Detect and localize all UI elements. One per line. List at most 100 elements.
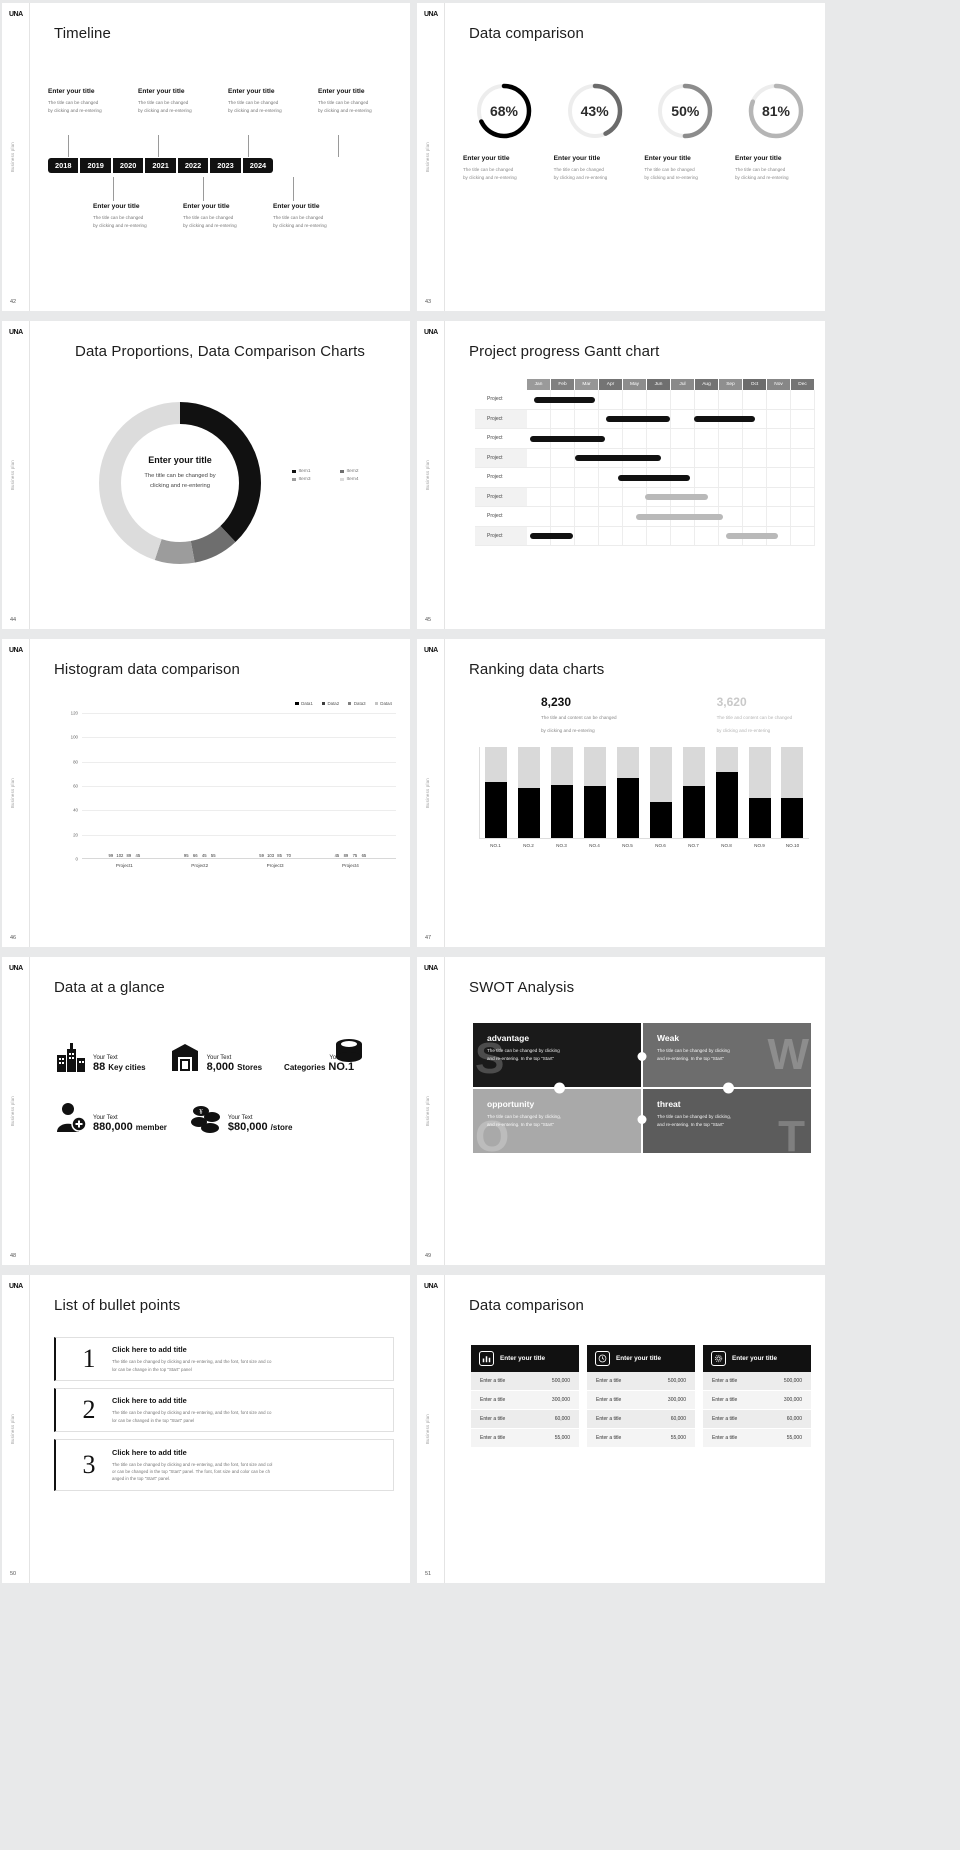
timeline-top-block[interactable]: Enter your title The title can be change… (138, 88, 223, 114)
ranking-bar[interactable] (715, 747, 738, 838)
timeline-top-block[interactable]: Enter your title The title can be change… (318, 88, 403, 114)
glance-item[interactable]: Your Text 88 Key cities (54, 1039, 146, 1073)
bullet-item[interactable]: 2 Click here to add title The title can … (54, 1388, 394, 1432)
comparison-card[interactable]: Enter your title Enter a title 500,000 En… (471, 1345, 579, 1448)
comparison-row[interactable]: Enter a title 60,000 (471, 1410, 579, 1429)
slide-timeline[interactable]: UNA Business plan 42 Timeline Enter your… (2, 3, 410, 311)
timeline-year-chip[interactable]: 2018 (48, 158, 81, 173)
page-title: List of bullet points (54, 1297, 181, 1314)
comparison-row[interactable]: Enter a title 500,000 (587, 1372, 695, 1391)
timeline-bottom-block[interactable]: Enter your title The title can be change… (273, 203, 358, 229)
comparison-row[interactable]: Enter a title 500,000 (471, 1372, 579, 1391)
slide-histogram[interactable]: UNA Business plan 46 Histogram data comp… (2, 639, 410, 947)
legend-item[interactable]: Data3 (348, 701, 366, 706)
gantt-bar[interactable] (694, 416, 755, 422)
ranking-bar[interactable] (518, 747, 541, 838)
glance-item[interactable]: ¥ Your Text $80,000/store (189, 1099, 292, 1133)
gantt-row[interactable]: Project (475, 409, 815, 429)
gantt-bar[interactable] (617, 474, 690, 481)
ranking-bar[interactable] (617, 747, 639, 838)
swot-cell-weakness[interactable]: W Weak The title can be changed by click… (643, 1023, 811, 1087)
comparison-row[interactable]: Enter a title 55,000 (471, 1429, 579, 1448)
bullet-item[interactable]: 1 Click here to add title The title can … (54, 1337, 394, 1381)
gantt-month: Jan (527, 379, 551, 390)
slide-rail (417, 3, 445, 311)
ranking-bar[interactable] (584, 747, 607, 838)
gantt-row[interactable]: Project (475, 507, 815, 527)
page-title: Ranking data charts (469, 661, 605, 678)
percent-card[interactable]: 81% Enter your title The title can be ch… (735, 81, 817, 182)
timeline-year-chip[interactable]: 2019 (80, 158, 114, 173)
gantt-row[interactable]: Project (475, 487, 815, 507)
timeline-bottom-block[interactable]: Enter your title The title can be change… (183, 203, 268, 229)
comparison-row[interactable]: Enter a title 300,000 (703, 1391, 811, 1410)
ranking-bar[interactable] (748, 747, 771, 838)
gantt-bar[interactable] (529, 533, 574, 539)
gantt-bar[interactable] (529, 435, 605, 442)
legend-item[interactable]: Item4 (340, 477, 382, 482)
gantt-row[interactable]: Project (475, 448, 815, 468)
slide-bullet-list[interactable]: UNA Business plan 50 List of bullet poin… (2, 1275, 410, 1583)
gantt-bar[interactable] (725, 533, 778, 539)
timeline-year-chip[interactable]: 2022 (177, 158, 211, 173)
slide-ranking[interactable]: UNA Business plan 47 Ranking data charts… (417, 639, 825, 947)
ranking-kpi[interactable]: 3,620 The title and content can be chang… (717, 695, 793, 736)
gantt-bar[interactable] (574, 455, 661, 461)
timeline-year-chip[interactable]: 2021 (145, 158, 179, 173)
swot-cell-opportunity[interactable]: O opportunity The title can be changed b… (473, 1089, 641, 1153)
percent-card[interactable]: 68% Enter your title The title can be ch… (463, 81, 545, 182)
comparison-row[interactable]: Enter a title 60,000 (587, 1410, 695, 1429)
timeline-year-chip[interactable]: 2024 (242, 158, 274, 173)
legend-item[interactable]: Item3 (292, 477, 334, 482)
comparison-row[interactable]: Enter a title 300,000 (587, 1391, 695, 1410)
comparison-card[interactable]: Enter your title Enter a title 500,000 En… (703, 1345, 811, 1448)
legend-item[interactable]: Item1 (292, 469, 334, 474)
ranking-bar[interactable] (485, 747, 508, 838)
legend-item[interactable]: Data4 (374, 701, 392, 706)
timeline-top-block[interactable]: Enter your title The title can be change… (228, 88, 313, 114)
ranking-bar[interactable] (649, 747, 672, 838)
percent-card[interactable]: 50% Enter your title The title can be ch… (644, 81, 726, 182)
rail-vertical-label: Business plan (425, 1414, 430, 1444)
percent-card[interactable]: 43% Enter your title The title can be ch… (554, 81, 636, 182)
comparison-row[interactable]: Enter a title 55,000 (703, 1429, 811, 1448)
slide-data-at-a-glance[interactable]: UNA Business plan 48 Data at a glance Yo… (2, 957, 410, 1265)
slide-data-comparison-table[interactable]: UNA Business plan 51 Data comparison Ent… (417, 1275, 825, 1583)
gantt-row[interactable]: Project (475, 390, 815, 410)
timeline-year-chip[interactable]: 2023 (210, 158, 244, 173)
slide-data-proportions[interactable]: UNA Business plan 44 Data Proportions, D… (2, 321, 410, 629)
comparison-card[interactable]: Enter your title Enter a title 500,000 En… (587, 1345, 695, 1448)
comparison-row[interactable]: Enter a title 55,000 (587, 1429, 695, 1448)
legend-swatch-icon (348, 701, 352, 706)
swot-cell-strength[interactable]: S advantage The title can be changed by … (473, 1023, 641, 1087)
gantt-row[interactable]: Project (475, 429, 815, 449)
comparison-row[interactable]: Enter a title 500,000 (703, 1372, 811, 1391)
ranking-bar[interactable] (551, 747, 574, 838)
legend-item[interactable]: Data2 (321, 701, 339, 706)
timeline-bottom-block[interactable]: Enter your title The title can be change… (93, 203, 178, 229)
timeline-top-block[interactable]: Enter your title The title can be change… (48, 88, 133, 114)
ranking-bar[interactable] (781, 747, 804, 838)
slide-swot[interactable]: UNA Business plan 49 SWOT Analysis S adv… (417, 957, 825, 1265)
swot-cell-threat[interactable]: T threat The title can be changed by cli… (643, 1089, 811, 1153)
gantt-row[interactable]: Project (475, 526, 815, 546)
glance-item[interactable]: Your Text 8,000 Stores (168, 1039, 262, 1073)
comparison-row[interactable]: Enter a title 60,000 (703, 1410, 811, 1429)
slide-gantt[interactable]: UNA Business plan 45 Project progress Ga… (417, 321, 825, 629)
comparison-row[interactable]: Enter a title 300,000 (471, 1391, 579, 1410)
rail-vertical-label: Business plan (10, 1096, 15, 1126)
ranking-kpi[interactable]: 8,230 The title and content can be chang… (541, 695, 617, 736)
gantt-bar[interactable] (645, 494, 709, 500)
slide-data-comparison-rings[interactable]: UNA Business plan 43 Data comparison 68%… (417, 3, 825, 311)
legend-item[interactable]: Item2 (340, 469, 382, 474)
glance-item[interactable]: Your Text 880,000 member (54, 1099, 167, 1133)
bullet-item[interactable]: 3 Click here to add title The title can … (54, 1439, 394, 1491)
gantt-bar[interactable] (606, 416, 670, 422)
legend-item[interactable]: Data1 (295, 701, 313, 706)
timeline-connector (248, 135, 249, 157)
gantt-bar[interactable] (534, 396, 595, 403)
ranking-bar[interactable] (682, 747, 705, 838)
gantt-row[interactable]: Project (475, 468, 815, 488)
timeline-year-chip[interactable]: 2020 (112, 158, 146, 173)
gantt-bar[interactable] (636, 513, 723, 520)
